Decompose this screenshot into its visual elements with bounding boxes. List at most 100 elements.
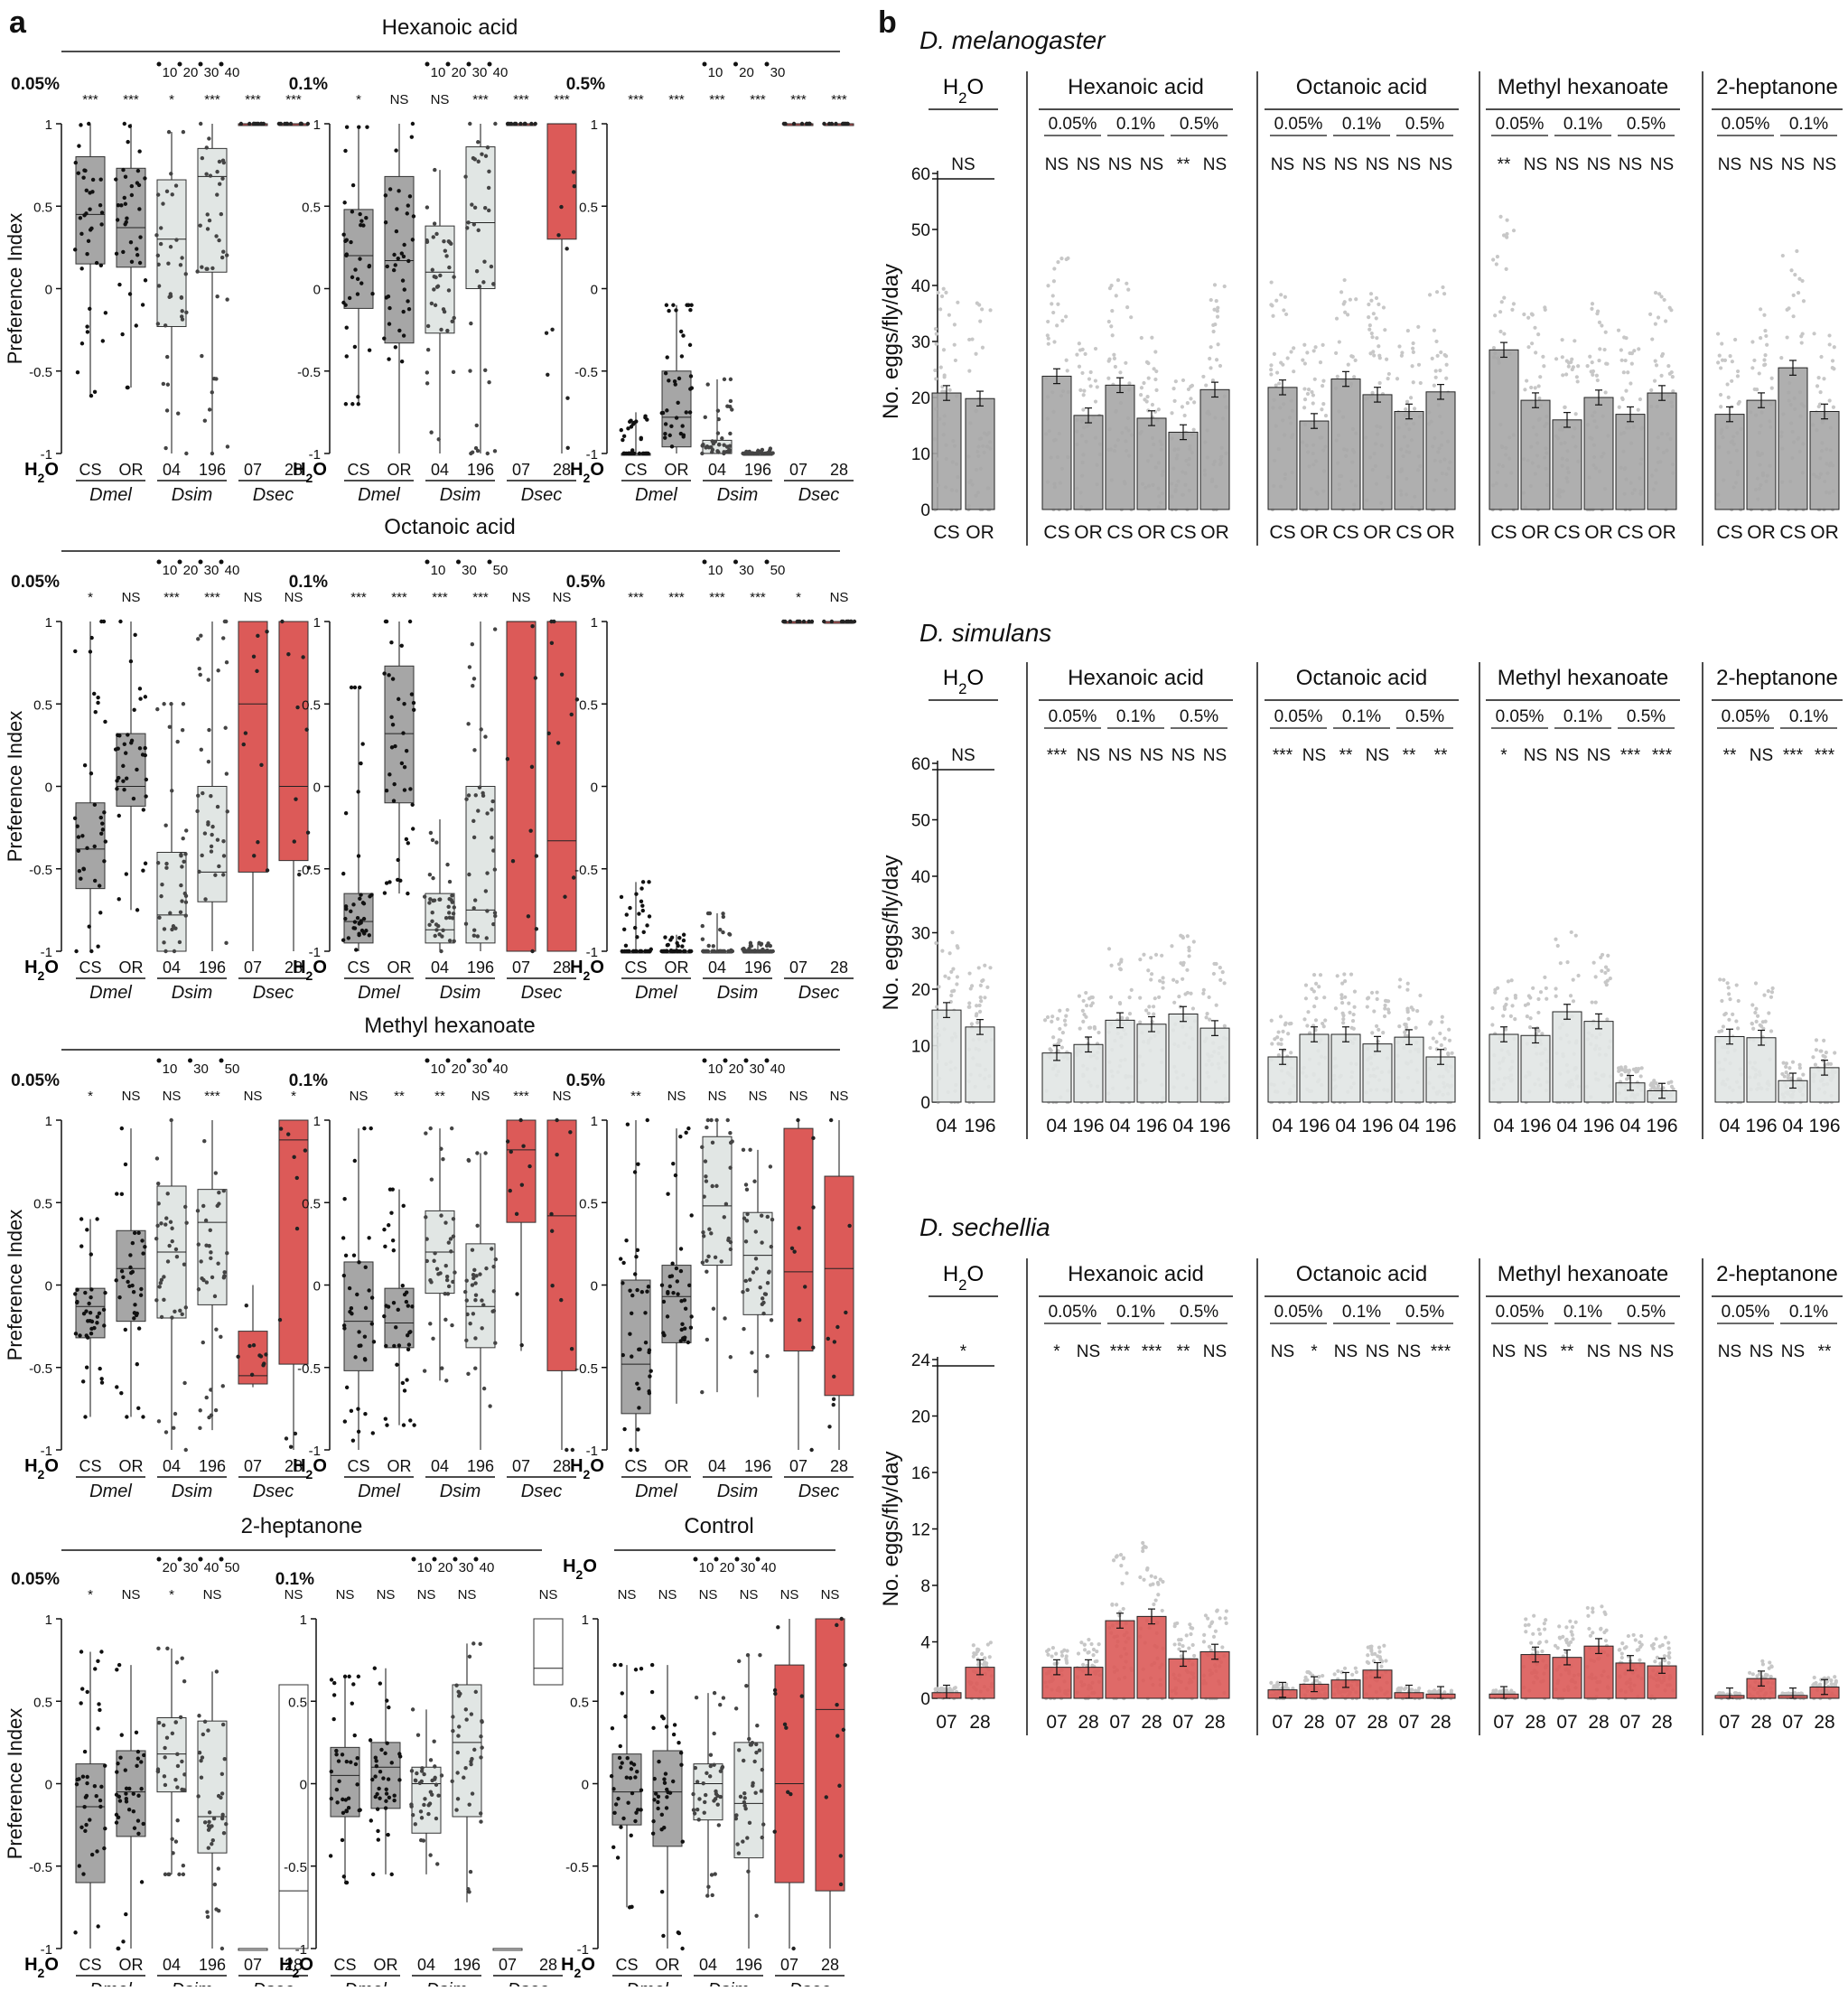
data-point [1514, 996, 1517, 1000]
data-point [425, 1237, 428, 1240]
strain-label: 196 [199, 1956, 226, 1974]
data-point [509, 1150, 513, 1154]
data-point [357, 854, 360, 857]
data-point [350, 1701, 354, 1705]
data-point [443, 310, 446, 313]
data-point [1543, 305, 1546, 309]
data-point [163, 1774, 166, 1778]
data-point [85, 189, 89, 192]
strain-label: 196 [199, 461, 226, 479]
data-point [1763, 329, 1767, 332]
data-point [1082, 388, 1086, 392]
data-point [1795, 249, 1798, 253]
data-point [363, 1334, 367, 1338]
data-point [611, 1726, 614, 1730]
y-tick-label: 0 [313, 283, 321, 298]
data-point [345, 1760, 349, 1763]
data-point [354, 948, 358, 951]
data-point [735, 1842, 739, 1846]
data-point [384, 620, 387, 623]
data-point [694, 1766, 697, 1770]
data-point [1046, 320, 1050, 323]
data-point [676, 401, 679, 405]
data-point [139, 1294, 143, 1297]
data-point [397, 1778, 401, 1781]
data-point [1789, 268, 1793, 272]
data-point [209, 1388, 212, 1391]
data-point [96, 696, 99, 699]
data-point [1447, 1028, 1451, 1032]
data-point [80, 341, 84, 345]
data-point [527, 914, 530, 918]
data-point [74, 1332, 78, 1335]
data-point [247, 1344, 251, 1348]
species-label: Dsim [172, 983, 213, 1003]
box-subplot: 10.50-0.5-1H2ONSCSNSORNS04NS196NS07NS28D… [561, 1556, 847, 1986]
data-point [639, 900, 643, 903]
data-point [353, 686, 357, 689]
data-point [414, 1822, 417, 1826]
data-point [220, 1817, 224, 1820]
data-point [132, 708, 135, 712]
data-point [201, 1341, 205, 1344]
data-point [661, 1331, 665, 1334]
data-point [390, 1873, 394, 1876]
data-point [427, 901, 431, 904]
data-point [1112, 353, 1115, 357]
bar [1200, 389, 1229, 509]
strain-label: OR [665, 958, 689, 977]
data-point [677, 936, 681, 939]
data-point [1441, 285, 1444, 289]
data-point [278, 1318, 282, 1322]
data-point [343, 917, 347, 921]
concentration-label: 0.5% [1627, 115, 1666, 134]
rank-label: 20 [729, 1061, 744, 1077]
data-point [493, 1341, 497, 1345]
data-point [1060, 319, 1064, 322]
strain-label: OR [387, 1457, 412, 1475]
data-point [117, 1795, 121, 1799]
data-point [847, 1224, 851, 1228]
data-point [980, 307, 984, 311]
data-point [446, 1292, 450, 1295]
data-point [1084, 991, 1087, 995]
data-point [175, 1818, 179, 1822]
data-point [438, 274, 442, 277]
data-point [1559, 961, 1563, 965]
data-point [729, 1355, 733, 1359]
data-point [741, 1290, 744, 1294]
data-point [1414, 1026, 1418, 1030]
data-point [475, 1224, 479, 1228]
data-point [124, 1163, 127, 1166]
data-point [1109, 964, 1113, 967]
data-point [565, 1448, 568, 1452]
data-point [426, 1812, 430, 1816]
significance-label: * [169, 92, 174, 107]
data-point [181, 309, 184, 313]
data-point [1653, 379, 1657, 382]
data-point [100, 1380, 104, 1384]
data-point [479, 1819, 482, 1823]
data-point [124, 1912, 127, 1916]
data-point [1343, 996, 1347, 999]
data-point [630, 1312, 633, 1315]
box [157, 1718, 186, 1792]
data-point [1052, 266, 1056, 270]
data-point [469, 322, 472, 325]
rank-label: 10 [431, 65, 446, 80]
data-point [723, 378, 726, 381]
species-label: Dsec [521, 1482, 563, 1501]
significance-label: *** [204, 590, 220, 605]
data-point [1078, 341, 1081, 345]
data-point [1377, 344, 1380, 348]
strain-label: 28 [553, 461, 571, 479]
data-point [763, 1292, 767, 1295]
data-point [490, 808, 493, 811]
data-point [728, 1166, 732, 1170]
data-point [126, 733, 129, 736]
data-point [447, 897, 451, 901]
data-point [350, 1306, 353, 1310]
data-point [491, 1265, 495, 1268]
data-point [436, 285, 440, 288]
data-point [182, 1263, 186, 1267]
